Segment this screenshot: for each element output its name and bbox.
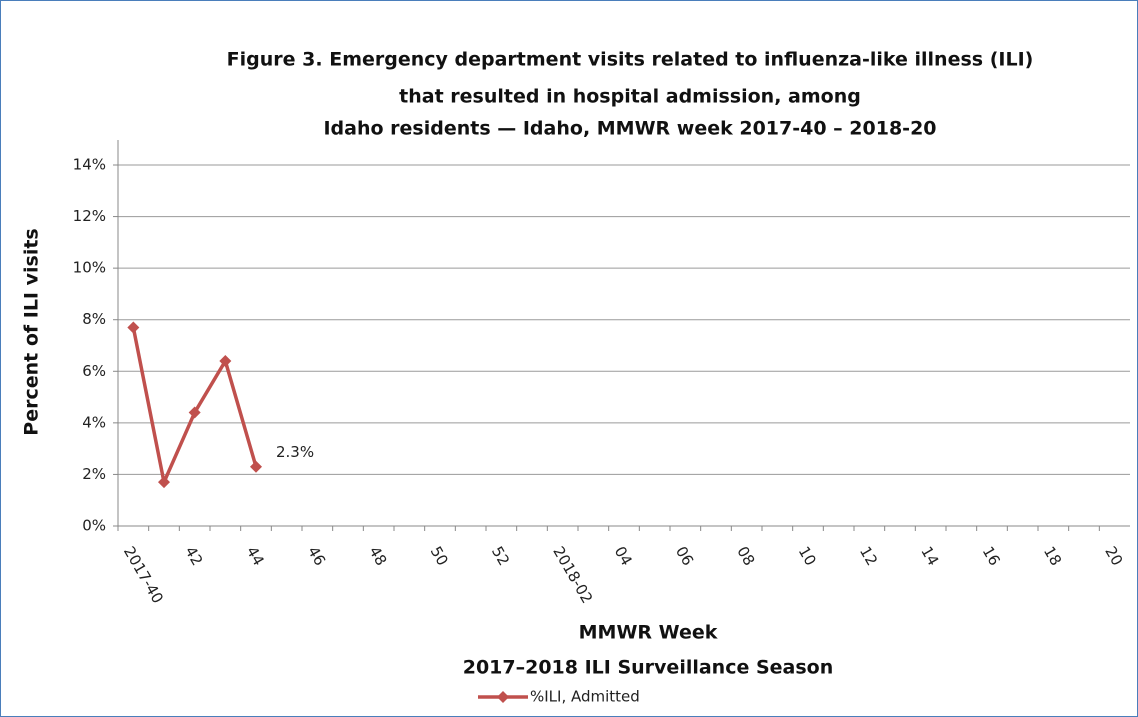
data-point [158,476,170,489]
data-point [188,406,201,419]
x-axis-title: MMWR Week [579,622,718,644]
data-label: 2.3% [276,443,314,461]
legend-label: %ILI, Admitted [530,688,640,706]
y-tick-label: 14% [73,156,106,174]
y-tick-label: 6% [82,362,106,380]
data-point [127,321,140,334]
x-axis-title: 2017–2018 ILI Surveillance Season [463,657,834,679]
y-tick-label: 10% [73,259,106,277]
y-tick-label: 0% [82,517,106,535]
chart-title: Idaho residents — Idaho, MMWR week 2017-… [323,118,936,140]
chart-title: Figure 3. Emergency department visits re… [227,49,1034,71]
legend-marker [497,691,509,703]
data-point [250,460,262,473]
y-tick-label: 2% [82,465,106,483]
data-point [219,354,232,367]
y-tick-label: 8% [82,310,106,328]
chart-title: that resulted in hospital admission, amo… [399,86,861,108]
y-axis-title: Percent of ILI visits [21,228,43,435]
y-tick-label: 12% [73,207,106,225]
y-tick-label: 4% [82,413,106,431]
